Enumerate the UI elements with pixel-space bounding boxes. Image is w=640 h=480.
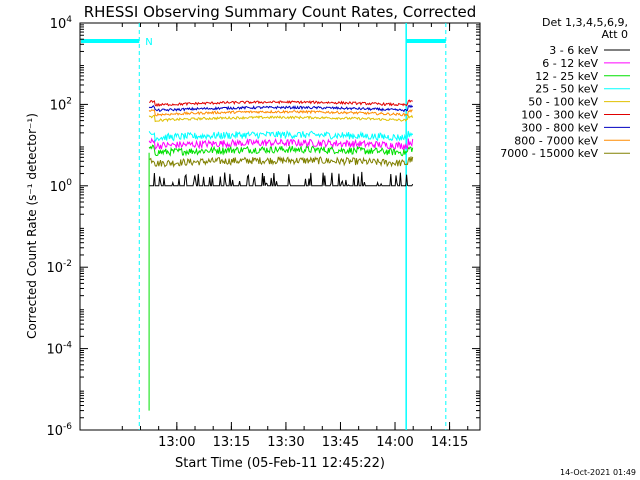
legend-label: 3 - 6 keV (549, 44, 598, 57)
chart-title: RHESSI Observing Summary Count Rates, Co… (84, 3, 477, 21)
series-line (149, 172, 413, 186)
y-tick-label: 102 (50, 96, 72, 113)
series-800-7000-kev (149, 110, 413, 116)
legend-header-line-2: Att 0 (602, 28, 628, 41)
series-6-12-kev (149, 139, 413, 150)
x-tick-label: 13:15 (213, 435, 250, 450)
legend-label: 12 - 25 keV (535, 70, 598, 83)
y-tick-label: 100 (50, 178, 73, 195)
y-axis-label: Corrected Count Rate (s⁻¹ detector⁻¹) (25, 113, 39, 339)
series-100-300-kev (149, 100, 413, 106)
y-tick-label: 10-2 (46, 259, 72, 276)
legend-label: 800 - 7000 keV (514, 134, 598, 147)
series-3-6-kev (149, 172, 413, 186)
series-line (149, 100, 413, 106)
axes: 10-6 10-4 10-2 100 102 104 13:00 13:15 13:30 13:4… (46, 15, 480, 450)
x-tick-label: 13:45 (322, 435, 359, 450)
series-50-100-kev (149, 115, 413, 121)
series-line (149, 157, 413, 167)
night-markers: N (81, 23, 446, 430)
night-marker-label: N (145, 37, 152, 48)
y-tick-label: 10-6 (46, 422, 72, 439)
y-tick-label: 104 (50, 15, 73, 32)
x-tick-label: 13:00 (158, 435, 195, 450)
series-lines (149, 100, 413, 410)
series-7000-15000-kev (149, 157, 413, 167)
legend-label: 100 - 300 keV (521, 109, 598, 122)
series-line (149, 110, 413, 116)
x-axis-label: Start Time (05-Feb-11 12:45:22) (175, 456, 385, 471)
x-tick-label: 14:15 (431, 435, 468, 450)
series-line (149, 106, 413, 112)
legend-label: 50 - 100 keV (528, 96, 598, 109)
footer-timestamp: 14-Oct-2021 01:49 (560, 468, 636, 477)
series-line (149, 139, 413, 150)
series-300-800-kev (149, 106, 413, 112)
legend-label: 7000 - 15000 keV (500, 147, 598, 160)
legend-label: 300 - 800 keV (521, 121, 598, 134)
x-tick-label: 13:30 (267, 435, 304, 450)
legend-label: 25 - 50 keV (535, 83, 598, 96)
legend-label: 6 - 12 keV (542, 57, 598, 70)
series-line (149, 115, 413, 121)
plot-frame (80, 23, 480, 430)
y-tick-label: 10-4 (46, 341, 72, 358)
x-tick-label: 14:00 (376, 435, 413, 450)
